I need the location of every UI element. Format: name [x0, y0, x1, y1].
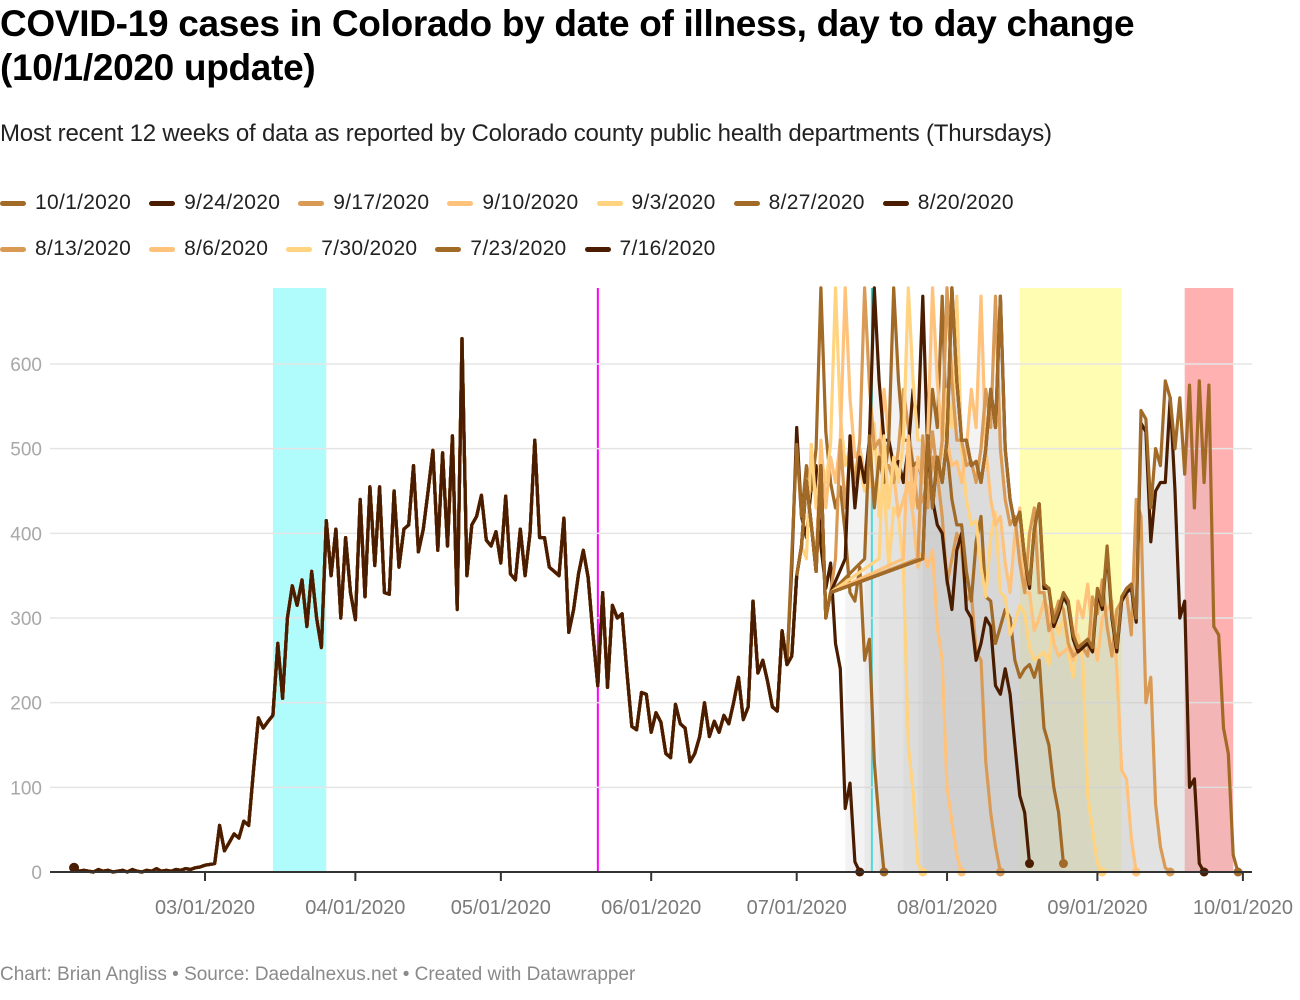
legend-label: 7/30/2020	[321, 237, 418, 260]
legend-item: 9/17/2020	[298, 191, 429, 215]
series-line	[72, 337, 862, 874]
legend-swatch	[149, 246, 176, 252]
series-area	[922, 287, 1239, 872]
y-tick-label: 400	[10, 524, 42, 545]
y-tick-label: 500	[10, 440, 42, 461]
chart-title-line2: (10/1/2020 update)	[0, 47, 316, 88]
series-area	[903, 287, 1137, 872]
legend-swatch	[596, 200, 623, 206]
series-end-point	[1025, 859, 1034, 869]
legend-item: 9/3/2020	[596, 191, 716, 215]
legend-label: 9/3/2020	[631, 191, 716, 214]
y-tick-label: 100	[10, 778, 42, 799]
legend-item: 8/6/2020	[149, 237, 268, 261]
legend-swatch	[298, 200, 325, 206]
x-tick-label: 05/01/2020	[451, 897, 551, 919]
series-area	[917, 287, 1171, 872]
legend-swatch	[882, 200, 909, 206]
series-line	[72, 286, 886, 874]
legend-item: 7/30/2020	[286, 237, 417, 261]
legend-label: 8/20/2020	[917, 191, 1014, 214]
legend-label: 10/1/2020	[35, 191, 132, 214]
legend-label: 9/17/2020	[333, 191, 430, 214]
legend-swatch	[733, 200, 760, 206]
legend-label: 7/16/2020	[619, 237, 716, 260]
legend-swatch	[286, 246, 313, 252]
x-tick-label: 10/01/2020	[1193, 897, 1293, 919]
legend-item: 8/20/2020	[882, 191, 1014, 215]
baseline-line	[73, 337, 799, 874]
chart-footer: Chart: Brian Angliss • Source: Daedalnex…	[0, 964, 636, 985]
chart-title: COVID-19 cases in Colorado by date of il…	[0, 2, 1300, 90]
legend-swatch	[149, 200, 176, 206]
legend-label: 8/13/2020	[35, 237, 132, 260]
highlight-bands	[272, 288, 1234, 872]
legend-swatch	[435, 246, 462, 252]
legend-label: 9/24/2020	[184, 191, 281, 214]
legend-item: 8/27/2020	[733, 191, 865, 215]
legend-item: 8/13/2020	[0, 237, 131, 261]
legend-label: 9/10/2020	[482, 191, 579, 214]
legend-swatch	[0, 246, 26, 252]
x-tick-label: 03/01/2020	[155, 897, 255, 919]
x-tick-label: 08/01/2020	[897, 897, 997, 919]
legend-item: 9/10/2020	[447, 191, 578, 215]
legend-item: 9/24/2020	[149, 191, 280, 215]
y-tick-label: 600	[10, 355, 42, 376]
y-tick-label: 0	[31, 863, 42, 884]
series-area	[879, 287, 1103, 872]
legend-swatch	[584, 246, 611, 252]
legend-label: 7/23/2020	[470, 237, 567, 260]
legend-swatch	[0, 200, 26, 206]
legend-item: 10/1/2020	[0, 191, 131, 215]
x-tick-label: 04/01/2020	[305, 897, 405, 919]
x-tick-label: 06/01/2020	[601, 897, 701, 919]
chart-subtitle: Most recent 12 weeks of data as reported…	[0, 120, 1052, 147]
legend-row: 10/1/2020 9/24/2020 9/17/2020 9/10/2020 9/3/…	[0, 180, 1300, 226]
legend-item: 7/23/2020	[435, 237, 566, 261]
x-tick-label: 07/01/2020	[747, 897, 847, 919]
legend-label: 8/27/2020	[768, 191, 865, 214]
chart-title-line1: COVID-19 cases in Colorado by date of il…	[0, 3, 1135, 44]
legend-item: 7/16/2020	[584, 237, 716, 261]
y-tick-label: 200	[10, 694, 42, 715]
series-start-point	[69, 862, 80, 873]
legend-label: 8/6/2020	[184, 237, 269, 260]
series-area	[922, 287, 1205, 872]
x-tick-label: 09/01/2020	[1047, 897, 1147, 919]
legend-swatch	[447, 200, 474, 206]
series-lines	[69, 286, 1243, 877]
legend-row: 8/13/2020 8/6/2020 7/30/2020 7/23/2020 7/16/…	[0, 226, 1300, 272]
series-end-point	[1058, 859, 1068, 869]
chart-legend: 10/1/2020 9/24/2020 9/17/2020 9/10/2020 9/3/…	[0, 180, 1300, 272]
axes: 03/01/2020 04/01/2020 05/01/2020 06/01/2020…	[50, 871, 1293, 919]
y-tick-label: 300	[10, 609, 42, 630]
highlight-band	[272, 288, 327, 872]
